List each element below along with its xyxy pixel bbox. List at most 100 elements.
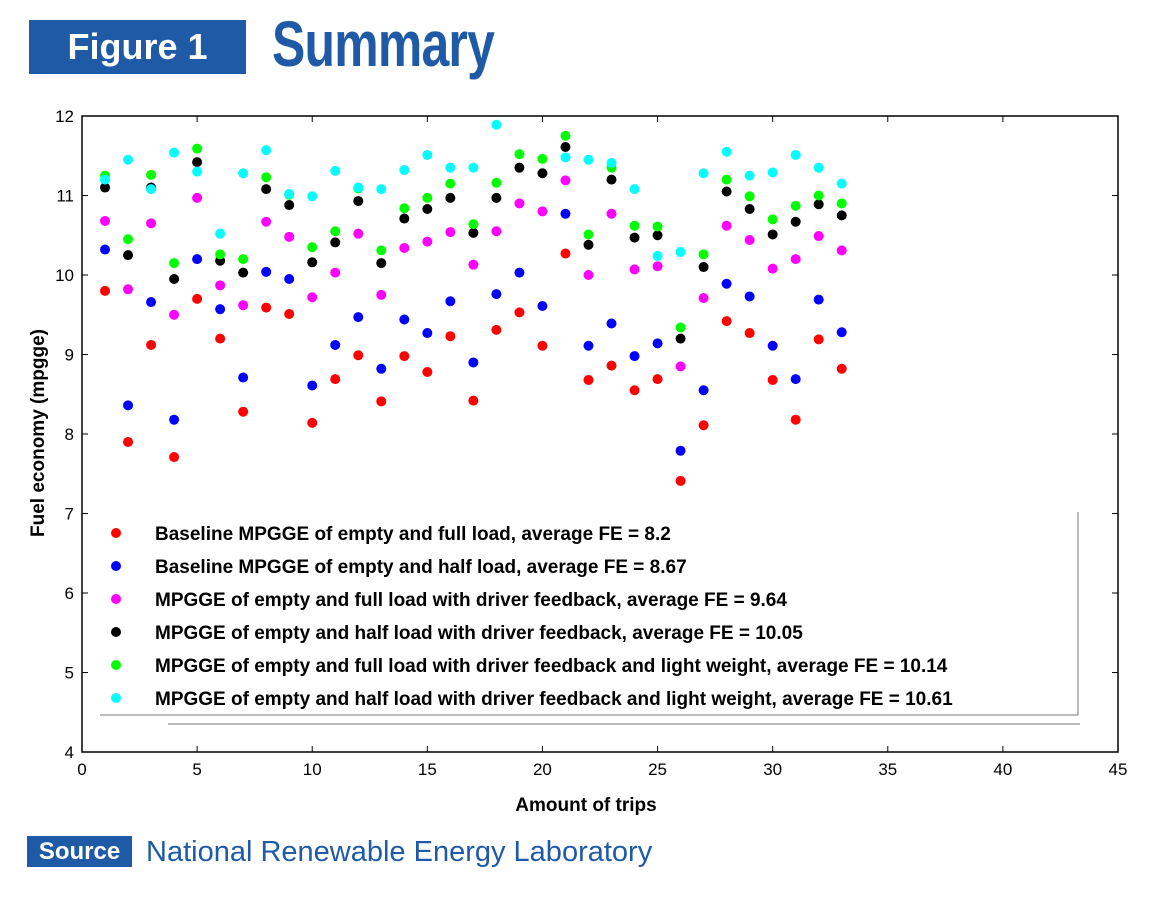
x-tick-label: 20 (533, 760, 552, 779)
data-point (330, 374, 341, 385)
y-tick-label: 11 (56, 187, 74, 206)
data-point (514, 162, 525, 173)
data-point (353, 196, 364, 207)
data-point (560, 130, 571, 141)
data-point (468, 395, 479, 406)
data-point (767, 167, 778, 178)
data-point (491, 119, 502, 130)
x-tick-label: 25 (648, 760, 667, 779)
legend-label: MPGGE of empty and full load with driver… (155, 590, 787, 611)
data-point (652, 338, 663, 349)
data-point (583, 270, 594, 280)
data-point (698, 262, 709, 273)
data-point (330, 339, 341, 350)
data-point (238, 300, 249, 311)
data-point (238, 372, 249, 383)
data-point (353, 182, 364, 193)
data-point (537, 168, 548, 179)
series-5 (100, 130, 847, 333)
data-point (215, 304, 226, 315)
y-axis-label: Fuel economy (mpgge) (28, 329, 49, 537)
data-point (813, 294, 824, 305)
data-point (399, 314, 410, 325)
data-point (376, 363, 387, 374)
data-point (744, 235, 755, 246)
data-point (790, 149, 801, 160)
data-point (491, 289, 502, 300)
data-point (353, 228, 364, 239)
data-point (330, 237, 341, 248)
series-3 (100, 175, 847, 372)
data-point (813, 190, 824, 201)
data-point (744, 170, 755, 181)
data-point (376, 184, 387, 195)
data-point (744, 328, 755, 339)
data-point (790, 216, 801, 227)
data-point (537, 206, 548, 217)
data-point (100, 244, 111, 255)
data-point (169, 258, 180, 269)
data-point (169, 414, 180, 425)
data-point (813, 231, 824, 242)
data-point (675, 333, 686, 344)
data-point (698, 168, 709, 179)
data-point (675, 322, 686, 333)
data-point (123, 250, 134, 261)
data-point (652, 250, 663, 261)
data-point (169, 273, 180, 284)
data-point (606, 174, 617, 185)
data-point (721, 146, 732, 157)
data-point (376, 396, 387, 407)
data-point (146, 297, 157, 308)
data-point (307, 417, 318, 428)
data-point (238, 267, 249, 278)
data-point (192, 143, 203, 154)
data-point (583, 340, 594, 351)
data-point (376, 245, 387, 256)
data-point (698, 293, 709, 304)
legend-marker (111, 627, 121, 637)
x-tick-label: 15 (418, 760, 437, 779)
x-axis-label: Amount of trips (515, 795, 656, 816)
data-point (606, 208, 617, 219)
data-point (468, 227, 479, 238)
data-point (261, 184, 272, 195)
data-point (307, 257, 318, 268)
data-point (399, 203, 410, 214)
data-point (491, 226, 502, 237)
y-tick-label: 9 (65, 346, 74, 365)
data-point (146, 218, 157, 229)
data-point (399, 351, 410, 362)
data-point (767, 214, 778, 225)
data-point (422, 328, 433, 339)
data-point (698, 420, 709, 431)
data-point (284, 231, 295, 242)
legend-label: MPGGE of empty and half load with driver… (155, 689, 953, 710)
x-tick-label: 5 (192, 760, 201, 779)
data-point (836, 178, 847, 189)
series-2 (100, 208, 847, 456)
data-point (606, 360, 617, 371)
data-point (261, 172, 272, 183)
data-point (399, 165, 410, 176)
data-point (629, 220, 640, 231)
data-point (192, 293, 203, 304)
data-point (675, 361, 686, 372)
data-point (123, 400, 134, 411)
data-point (514, 149, 525, 160)
data-point (307, 380, 318, 391)
data-point (261, 266, 272, 277)
data-point (215, 228, 226, 239)
legend-marker (111, 561, 121, 571)
data-point (353, 312, 364, 323)
data-point (675, 246, 686, 257)
data-point (721, 174, 732, 185)
data-point (721, 186, 732, 197)
data-point (836, 363, 847, 374)
data-point (169, 147, 180, 158)
data-point (652, 221, 663, 232)
data-point (100, 182, 111, 193)
data-point (537, 340, 548, 351)
data-point (376, 289, 387, 300)
